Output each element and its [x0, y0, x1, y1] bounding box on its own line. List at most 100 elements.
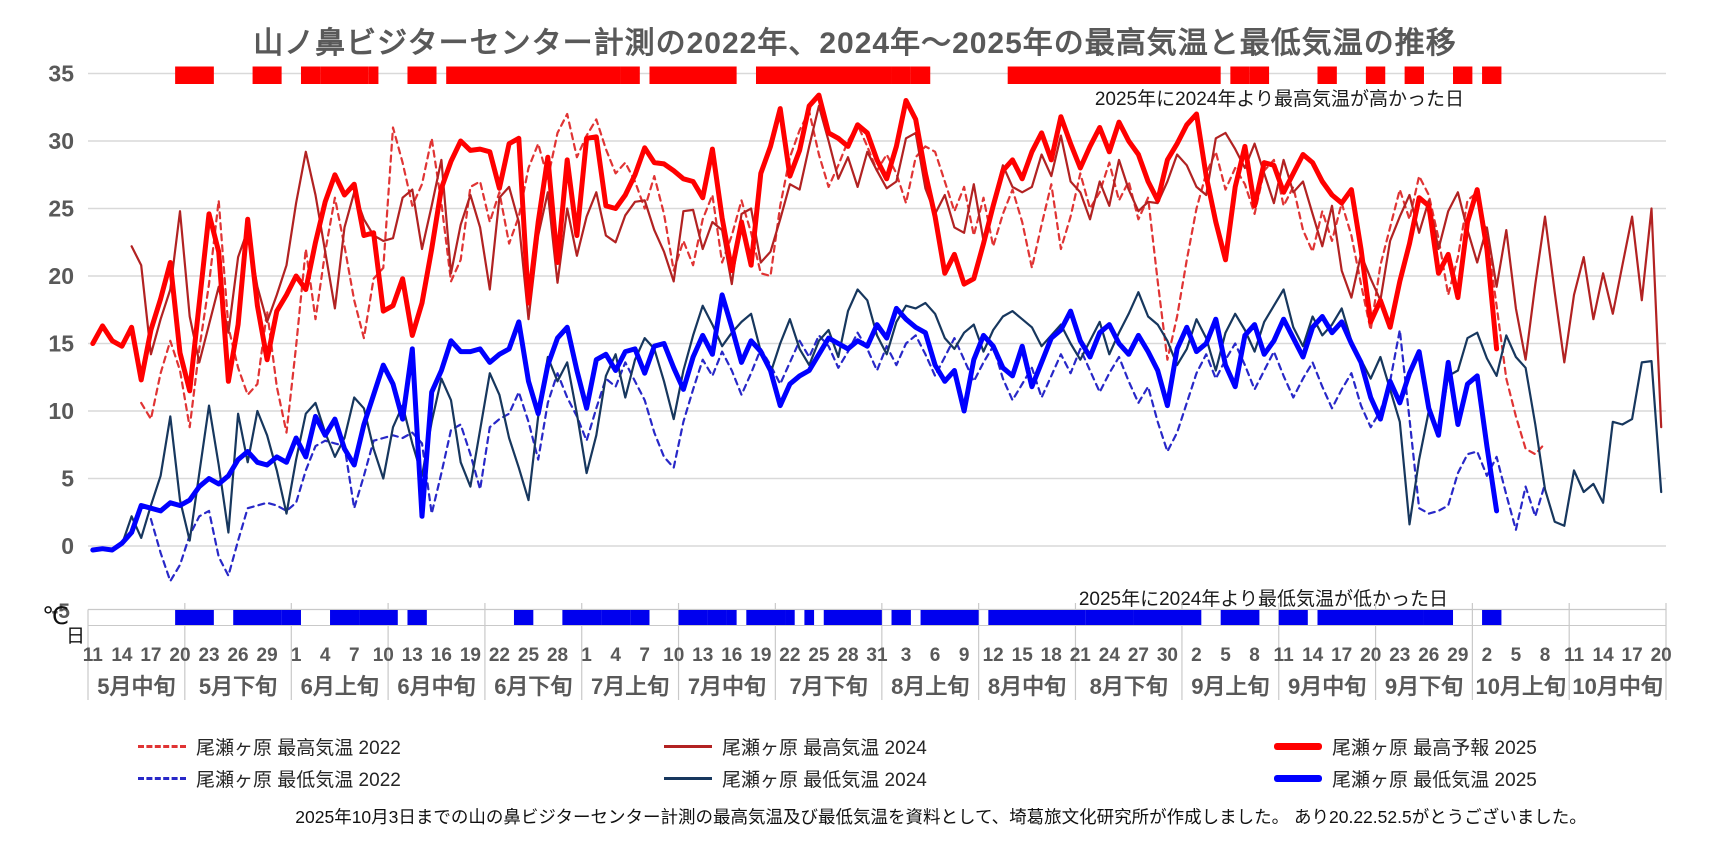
legend-label-min-2022: 尾瀬ヶ原 最低気温 2022: [196, 769, 401, 791]
band-max-higher-day: [1230, 66, 1250, 84]
band-min-lower-day: [804, 610, 815, 625]
day-tick-label: 2: [1482, 645, 1493, 666]
day-tick-label: 13: [402, 645, 423, 666]
day-tick-label: 28: [547, 645, 568, 666]
day-tick-label: 4: [320, 645, 331, 666]
band-max-higher-day: [910, 66, 931, 84]
band-min-lower-day: [175, 610, 214, 625]
series-line-1: [130, 104, 1663, 429]
annotation-max-higher-days: 2025年に2024年より最高気温が高かった日: [1094, 89, 1464, 110]
footer-note: 2025年10月3日までの山の鼻ビジターセンター計測の最高気温及び最低気温を資料…: [295, 807, 1587, 827]
month-group-label: 7月中旬: [688, 674, 766, 699]
month-group-label: 5月中旬: [97, 674, 175, 699]
day-tick-label: 21: [1070, 645, 1092, 666]
day-tick-label: 20: [169, 645, 190, 666]
band-max-higher-day: [320, 66, 369, 84]
day-tick-label: 18: [1041, 645, 1062, 666]
legend-swatch-max-2025-thick-line: [1274, 742, 1322, 750]
y-axis-label: 0: [61, 533, 74, 559]
band-max-higher-day: [1317, 66, 1337, 84]
band-min-lower-day: [513, 610, 534, 625]
y-axis-label-minus5: -5: [51, 600, 70, 623]
band-max-higher-day: [1453, 66, 1473, 84]
band-min-lower-day: [726, 610, 737, 625]
day-tick-label: 15: [1012, 645, 1034, 666]
day-tick-label: 6: [930, 645, 941, 666]
x-axis-unit-day: 日: [66, 626, 85, 647]
month-group-label: 7月上旬: [591, 674, 669, 699]
band-min-lower-day: [823, 610, 882, 625]
day-tick-label: 19: [750, 645, 771, 666]
day-tick-label: 29: [1447, 645, 1468, 666]
y-axis-label: 5: [61, 466, 74, 492]
legend-swatch-min-2022-dashed-line: [138, 776, 186, 780]
legend-item-max-2024: 尾瀬ヶ原 最高気温 2024: [664, 736, 927, 759]
day-tick-label: 29: [257, 645, 278, 666]
day-tick-label: 11: [83, 645, 104, 666]
band-min-lower-day: [1482, 610, 1502, 625]
series-line-5: [90, 292, 1500, 553]
legend-label-min-2025: 尾瀬ヶ原 最低気温 2025: [1332, 769, 1537, 791]
band-max-higher-day: [1404, 66, 1424, 84]
legend-label-max-2024: 尾瀬ヶ原 最高気温 2024: [722, 737, 927, 759]
day-tick-label: 19: [460, 645, 481, 666]
day-tick-label: 8: [1540, 645, 1551, 666]
band-min-lower-day: [407, 610, 427, 625]
legend-swatch-min-2024-thin-line: [664, 776, 712, 780]
band-max-higher-day: [417, 66, 437, 84]
band-max-higher-day: [1365, 66, 1386, 84]
legend-label-max-forecast-2025: 尾瀬ヶ原 最高予報 2025: [1332, 737, 1537, 759]
band-max-higher-day: [891, 66, 911, 84]
day-tick-label: 11: [1274, 645, 1295, 666]
day-tick-label: 22: [779, 645, 800, 666]
band-max-higher-day: [1249, 66, 1270, 84]
band-min-lower-day: [1220, 610, 1260, 625]
band-min-lower-day: [785, 610, 795, 625]
band-min-lower-day: [359, 610, 398, 625]
legend-swatch-max-2024-thin-line: [664, 744, 712, 748]
band-max-higher-day: [252, 66, 282, 84]
month-group-label: 9月下旬: [1385, 674, 1463, 699]
legend-item-min-2024: 尾瀬ヶ原 最低気温 2024: [664, 768, 927, 791]
month-group-label: 8月下旬: [1090, 674, 1168, 699]
band-min-lower-day: [562, 610, 602, 625]
day-tick-label: 7: [349, 645, 360, 666]
day-tick-label: 17: [140, 645, 161, 666]
band-min-lower-day: [988, 610, 1086, 625]
day-tick-label: 31: [866, 645, 888, 666]
legend-item-max-forecast-2025: 尾瀬ヶ原 最高予報 2025: [1274, 736, 1537, 759]
day-tick-label: 14: [1593, 645, 1615, 666]
month-group-label: 6月下旬: [494, 674, 572, 699]
y-axis-label: 25: [48, 196, 74, 222]
legend-label-min-2024: 尾瀬ヶ原 最低気温 2024: [722, 769, 927, 791]
day-tick-label: 2: [1191, 645, 1202, 666]
day-tick-label: 23: [1389, 645, 1410, 666]
band-max-higher-day: [446, 66, 621, 84]
day-tick-label: 17: [1331, 645, 1352, 666]
month-group-label: 10月上旬: [1476, 674, 1566, 699]
y-axis-label: 35: [48, 61, 74, 87]
day-tick-label: 3: [901, 645, 912, 666]
band-min-lower-day: [1085, 610, 1134, 625]
day-tick-label: 17: [1622, 645, 1643, 666]
day-tick-label: 20: [1360, 645, 1381, 666]
day-tick-label: 24: [1099, 645, 1121, 666]
day-tick-label: 7: [639, 645, 650, 666]
band-min-lower-day: [1423, 610, 1454, 625]
day-tick-label: 4: [610, 645, 621, 666]
month-group-label: 6月中旬: [397, 674, 475, 699]
month-group-label: 9月中旬: [1288, 674, 1366, 699]
month-group-label: 8月上旬: [891, 674, 969, 699]
band-min-lower-day: [330, 610, 360, 625]
legend-swatch-max-2022-dashed-line: [138, 744, 186, 748]
band-min-lower-day: [630, 610, 650, 625]
band-max-higher-day: [649, 66, 727, 84]
day-tick-label: 27: [1128, 645, 1149, 666]
legend-item-max-2022: 尾瀬ヶ原 最高気温 2022: [138, 736, 401, 759]
page-title: 山ノ鼻ビジターセンター計測の2022年、2024年～2025年の最高気温と最低気…: [253, 27, 1457, 60]
day-tick-label: 9: [959, 645, 970, 666]
day-tick-label: 13: [692, 645, 713, 666]
series-line-4: [120, 288, 1663, 546]
